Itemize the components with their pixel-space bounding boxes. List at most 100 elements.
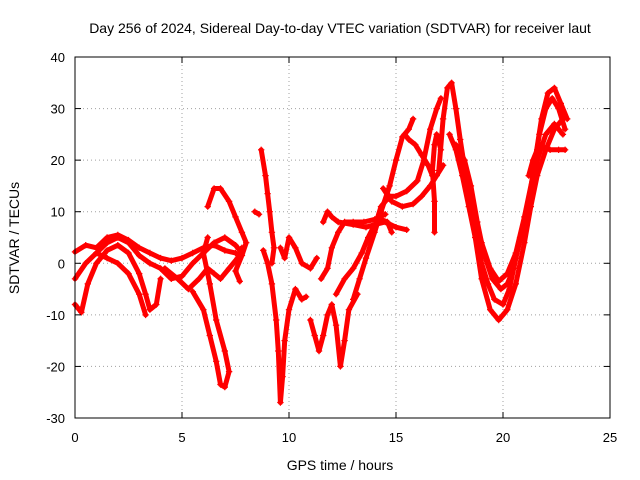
data-point-marker — [534, 146, 541, 153]
data-point-marker — [270, 244, 278, 251]
data-point-marker — [136, 270, 143, 277]
data-point-marker — [377, 203, 385, 210]
data-point-marker — [232, 242, 239, 249]
data-point-marker — [409, 115, 417, 123]
data-point-marker — [405, 126, 412, 133]
data-point-marker — [529, 156, 537, 164]
data-point-marker — [457, 156, 464, 164]
data-point-marker — [424, 162, 432, 169]
series-trace — [402, 131, 435, 179]
series-arc-10 — [260, 247, 310, 406]
data-point-marker — [206, 280, 213, 288]
data-point-marker — [356, 275, 363, 282]
series-trace — [372, 95, 444, 230]
data-point-marker — [213, 316, 220, 324]
data-point-marker — [146, 249, 154, 257]
data-point-marker — [380, 185, 387, 192]
data-point-marker — [469, 208, 477, 215]
data-point-marker — [540, 144, 547, 151]
data-point-marker — [324, 311, 331, 319]
data-point-marker — [174, 275, 181, 282]
data-point-marker — [439, 115, 447, 123]
data-point-marker — [313, 254, 320, 262]
chart-title: Day 256 of 2024, Sidereal Day-to-day VTE… — [89, 20, 591, 36]
data-point-marker — [414, 177, 421, 184]
x-tick-labels: 0 5 10 15 20 25 — [71, 430, 617, 445]
data-point-marker — [452, 105, 460, 112]
data-point-marker — [551, 126, 558, 133]
data-point-marker — [221, 347, 228, 355]
data-point-marker — [236, 278, 243, 285]
data-point-marker — [324, 208, 331, 215]
data-point-marker — [189, 288, 196, 295]
data-point-marker — [262, 172, 269, 179]
y-tick-labels: -30 -20 -10 0 10 20 30 40 — [46, 50, 65, 426]
data-point-marker — [264, 260, 271, 267]
data-point-marker — [255, 211, 263, 218]
data-point-marker — [279, 373, 286, 380]
y-tick-label: 30 — [51, 102, 65, 117]
data-point-marker — [478, 275, 485, 282]
data-point-marker — [427, 126, 434, 133]
data-point-marker — [285, 306, 293, 313]
x-tick-label: 0 — [71, 430, 78, 445]
data-point-marker — [341, 337, 348, 344]
data-point-marker — [384, 218, 391, 226]
data-point-marker — [561, 126, 569, 133]
series-trace — [429, 131, 444, 235]
data-point-marker — [341, 275, 348, 282]
data-point-marker — [251, 208, 258, 215]
data-point-marker — [217, 185, 224, 192]
data-point-marker — [564, 115, 571, 123]
data-point-marker — [559, 131, 567, 138]
data-point-marker — [504, 280, 511, 288]
series-trace — [260, 247, 309, 405]
data-point-marker — [497, 285, 505, 293]
data-point-marker — [136, 291, 143, 298]
data-point-marker — [429, 167, 436, 174]
data-point-marker — [335, 229, 342, 236]
data-point-marker — [358, 249, 365, 257]
data-point-marker — [350, 221, 357, 228]
data-point-marker — [146, 306, 154, 313]
series-arc-19 — [401, 131, 436, 179]
data-point-marker — [409, 200, 417, 208]
data-point-marker — [161, 265, 169, 272]
data-point-marker — [157, 275, 164, 282]
data-point-marker — [403, 187, 410, 195]
series-arc-4 — [93, 249, 149, 319]
data-point-marker — [435, 167, 442, 174]
data-point-marker — [225, 198, 233, 205]
data-point-marker — [217, 275, 224, 282]
data-point-marker — [555, 105, 562, 112]
data-point-marker — [388, 198, 395, 205]
data-point-marker — [114, 242, 121, 249]
data-point-marker — [328, 244, 335, 251]
data-point-marker — [114, 234, 121, 241]
data-point-marker — [78, 309, 85, 316]
data-point-marker — [178, 273, 186, 280]
data-point-marker — [525, 172, 532, 179]
data-point-marker — [268, 229, 276, 236]
data-point-marker — [487, 265, 494, 272]
series-trace — [447, 116, 566, 323]
data-point-marker — [487, 306, 494, 313]
series-arc-12 — [307, 291, 361, 370]
y-tick-label: 40 — [51, 50, 65, 65]
data-point-marker — [103, 254, 111, 262]
data-point-marker — [418, 193, 425, 200]
data-point-marker — [362, 224, 370, 231]
y-tick-label: 20 — [51, 153, 65, 168]
plot-frame — [74, 56, 611, 419]
y-tick-label: -10 — [46, 308, 65, 323]
data-point-marker — [551, 84, 558, 92]
data-point-marker — [277, 399, 284, 406]
data-point-marker — [189, 260, 196, 267]
series-arc-18 — [380, 162, 447, 210]
data-point-marker — [204, 234, 211, 241]
data-point-marker — [491, 296, 498, 303]
data-point-marker — [281, 337, 288, 344]
data-point-marker — [307, 316, 314, 324]
data-point-marker — [324, 265, 331, 272]
data-point-marker — [495, 316, 502, 324]
